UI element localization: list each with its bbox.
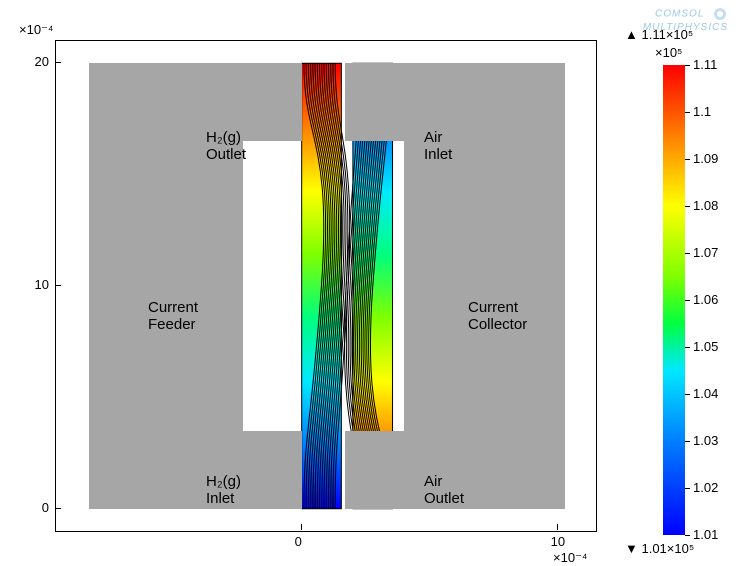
colorbar-tick	[685, 300, 690, 301]
structure-block	[345, 63, 565, 141]
x-tick-label: 0	[295, 534, 302, 549]
y-tick-label: 0	[42, 500, 49, 515]
colorbar-tick-label: 1.08	[693, 198, 718, 213]
x-tick	[301, 524, 302, 530]
structure-block	[89, 141, 243, 431]
logo-line1: COMSOL	[655, 9, 704, 20]
colorbar-min-marker: ▼ 1.01×10⁵	[625, 541, 694, 556]
colorbar	[663, 65, 685, 535]
colorbar-max-marker: ▲ 1.11×10⁵	[625, 27, 693, 42]
colorbar-tick	[685, 159, 690, 160]
annotation-cur_feeder: CurrentFeeder	[148, 299, 198, 334]
colorbar-tick-label: 1.11	[693, 57, 717, 72]
colorbar-tick-label: 1.06	[693, 292, 718, 307]
annotation-h2_inlet: H₂(g)Inlet	[206, 473, 241, 508]
colorbar-tick-label: 1.05	[693, 339, 718, 354]
y-axis-exponent: ×10⁻⁴	[19, 22, 54, 38]
annotation-cur_coll: CurrentCollector	[468, 299, 527, 334]
y-tick	[55, 62, 61, 63]
y-tick-label: 10	[35, 277, 49, 292]
x-tick	[557, 524, 558, 530]
x-tick-label: 10	[551, 534, 565, 549]
y-tick-label: 20	[35, 54, 49, 69]
colorbar-tick	[685, 347, 690, 348]
colorbar-tick	[685, 488, 690, 489]
colorbar-tick	[685, 65, 690, 66]
plot-area: H₂(g)Outlet H₂(g)Inlet AirInlet AirOutlet Cu…	[55, 40, 597, 532]
colorbar-tick-label: 1.04	[693, 386, 718, 401]
structure-block	[404, 141, 565, 431]
colorbar-tick-label: 1.02	[693, 480, 718, 495]
annotation-air_inlet: AirInlet	[424, 129, 452, 164]
y-tick	[55, 285, 61, 286]
colorbar-tick-label: 1.01	[693, 527, 718, 542]
colorbar-tick-label: 1.07	[693, 245, 718, 260]
colorbar-tick	[685, 441, 690, 442]
logo-icon	[712, 6, 728, 22]
colorbar-tick-label: 1.1	[693, 104, 711, 119]
structure-block	[89, 431, 301, 509]
structure-block	[89, 63, 301, 141]
colorbar-tick	[685, 535, 690, 536]
colorbar-tick-label: 1.09	[693, 151, 718, 166]
annotation-h2_outlet: H₂(g)Outlet	[206, 129, 246, 164]
colorbar-tick-label: 1.03	[693, 433, 718, 448]
annotation-air_outlet: AirOutlet	[424, 473, 464, 508]
x-axis-exponent: ×10⁻⁴	[553, 550, 588, 566]
colorbar-tick	[685, 394, 690, 395]
colorbar-tick	[685, 112, 690, 113]
colorbar-tick	[685, 206, 690, 207]
colorbar-tick	[685, 253, 690, 254]
y-tick	[55, 508, 61, 509]
colorbar-exponent: ×10⁵	[655, 45, 682, 60]
